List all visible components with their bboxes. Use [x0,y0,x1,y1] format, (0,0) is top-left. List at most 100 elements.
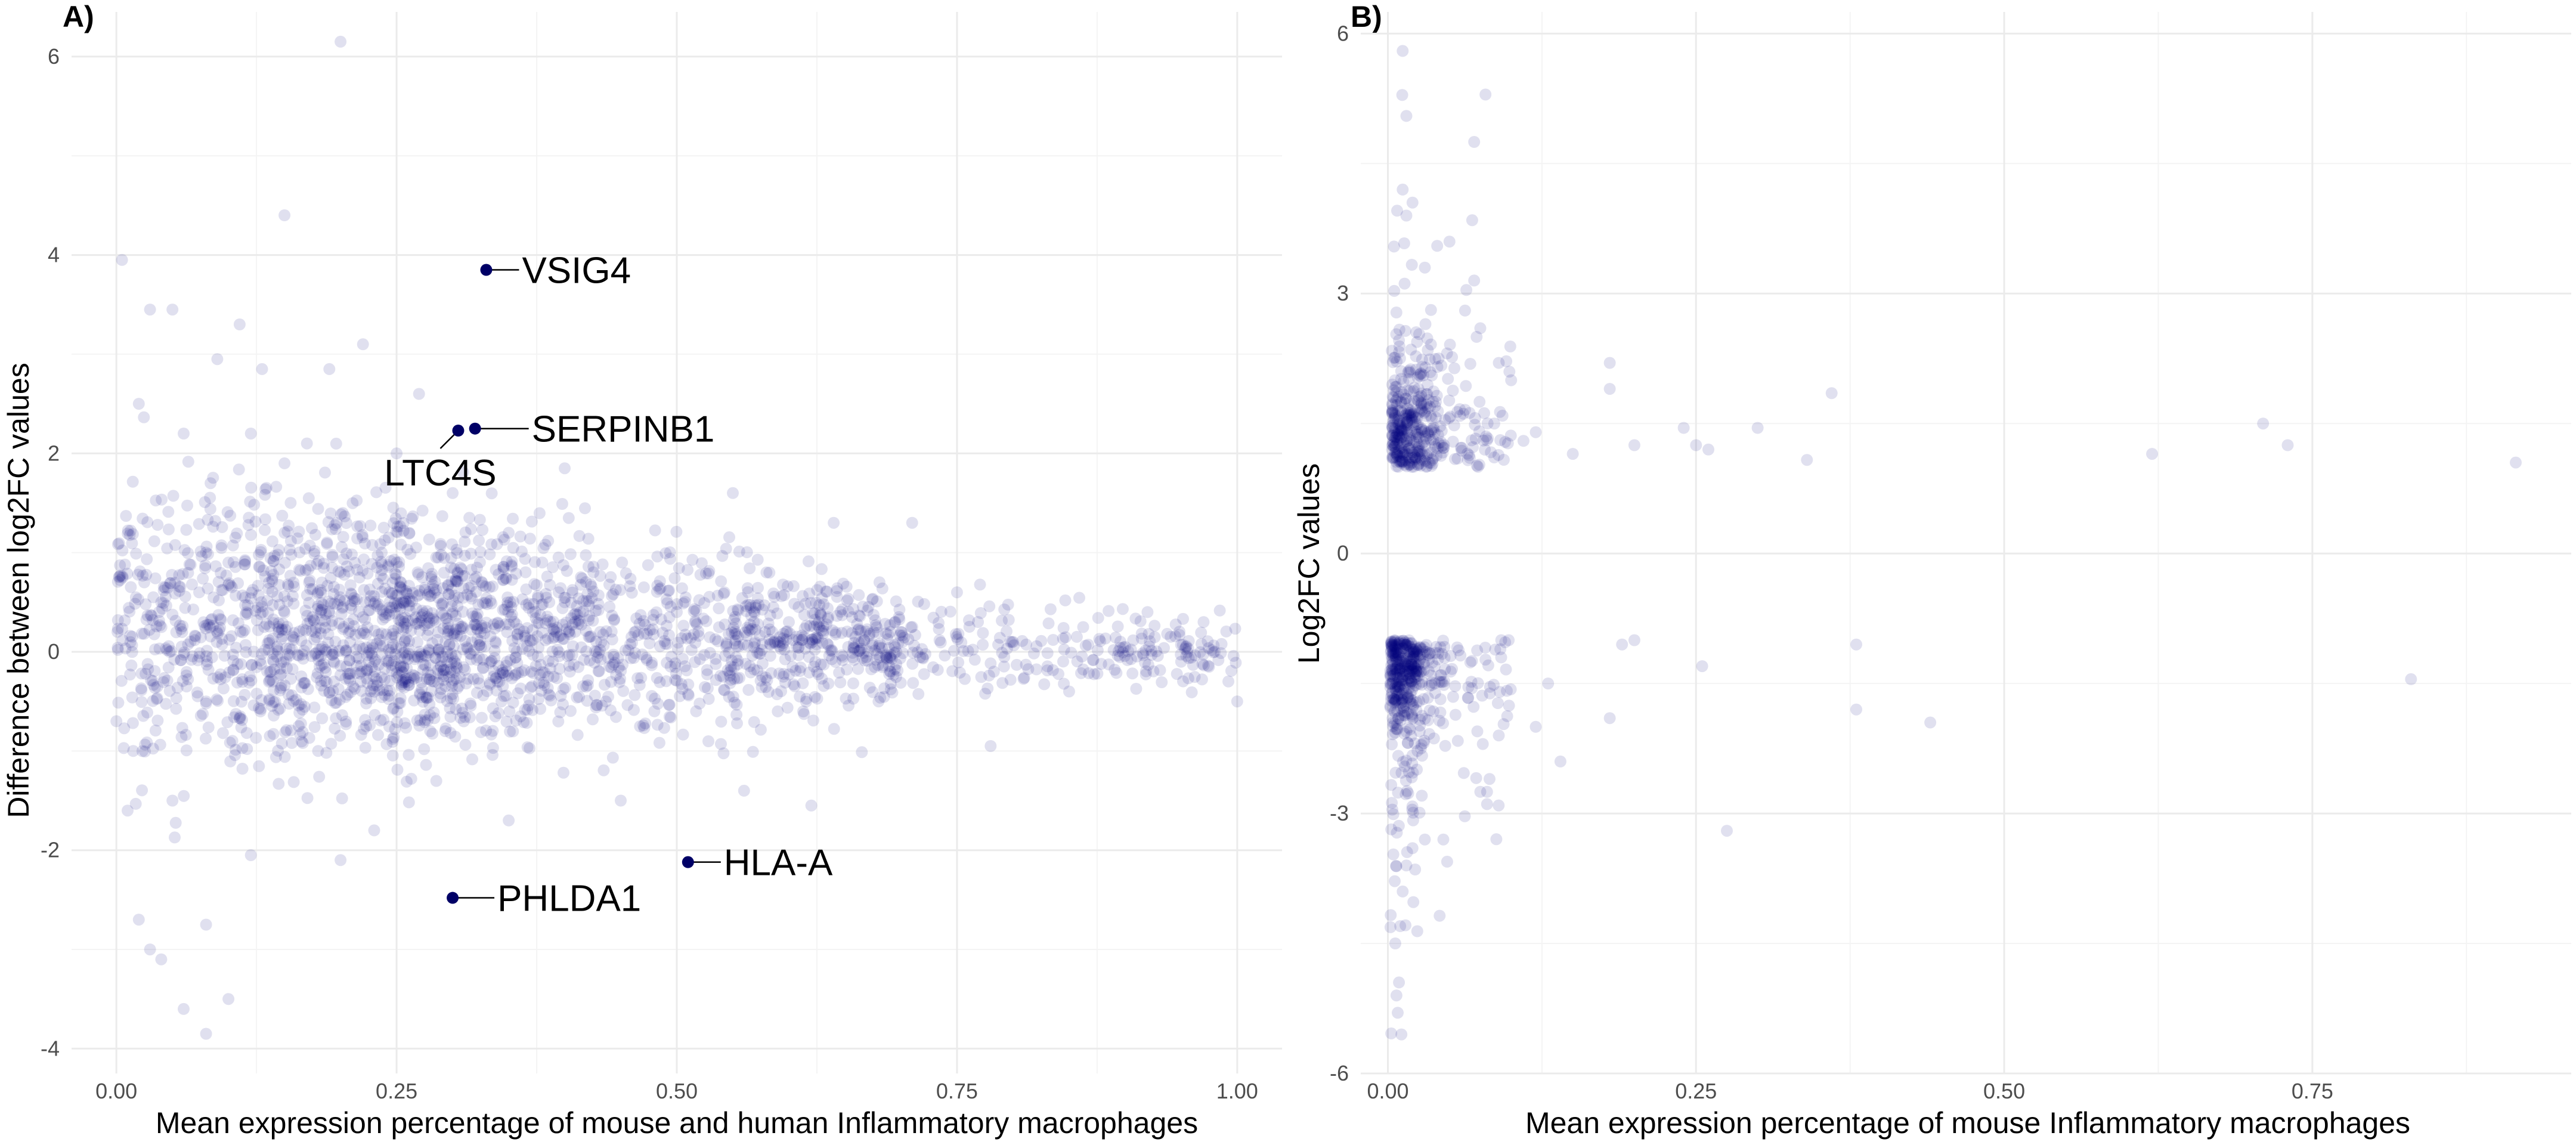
data-point [1501,685,1513,697]
data-point [1489,643,1501,656]
data-point [255,544,267,556]
data-point [293,707,306,719]
data-point [328,647,340,660]
data-point [563,660,575,672]
data-point [293,700,305,711]
data-point [853,623,865,635]
data-point [256,600,268,612]
data-point [295,735,308,748]
data-point [571,691,583,704]
data-point [466,592,478,605]
data-point [266,535,278,547]
data-point [557,683,569,695]
data-point [230,744,242,756]
data-point [1419,645,1431,658]
data-point [1386,677,1399,689]
data-point [1402,365,1415,377]
data-point [136,784,148,797]
data-point [202,548,214,561]
data-point [186,578,198,590]
data-point [908,639,920,652]
data-point [227,695,240,707]
data-point [1424,434,1436,446]
data-point [916,643,928,655]
data-point [651,586,663,598]
data-point [897,635,909,648]
data-point [112,575,124,588]
data-point [204,503,216,515]
data-point [145,609,158,622]
data-point [1389,717,1401,729]
data-point [504,725,516,738]
data-point [374,634,386,646]
data-point [239,555,252,568]
data-point [587,713,599,726]
data-point [287,695,300,707]
data-point [1407,814,1419,827]
data-point [587,614,599,627]
data-point [340,547,352,560]
data-point [272,744,284,757]
data-point [1388,660,1400,672]
data-point [1465,676,1478,688]
data-point [863,629,875,642]
data-point [1424,647,1436,660]
data-point [304,539,316,552]
data-point [1394,671,1406,684]
data-point [616,556,628,569]
data-point [826,653,838,666]
data-point [1438,675,1451,688]
data-point [426,728,439,740]
data-point [1403,459,1416,471]
data-point [754,723,767,736]
data-point [1388,693,1401,705]
data-point [1389,422,1401,434]
data-point [1411,745,1424,757]
data-point [426,568,438,580]
data-point [1409,425,1422,437]
data-point [1389,694,1402,707]
data-point [761,674,773,686]
data-point [397,525,410,537]
data-point [312,555,325,567]
data-point [534,669,546,681]
data-point [423,646,435,659]
data-point [429,575,441,588]
data-point [799,598,812,610]
data-point [1386,421,1399,434]
data-point [162,523,175,536]
data-point [423,533,435,546]
data-point [1389,351,1401,364]
data-point [1401,435,1413,448]
data-point [120,510,132,522]
data-point [912,595,924,608]
data-point [539,617,552,630]
data-point [558,633,570,645]
data-point [607,588,620,601]
data-point [1388,411,1401,424]
data-point [771,607,784,620]
data-point [329,523,342,536]
data-point [400,672,413,685]
data-point [1386,738,1398,751]
data-point [243,512,255,524]
data-point [812,668,825,680]
data-point [278,527,291,539]
data-point [240,727,253,739]
data-point [1405,406,1417,419]
data-point [584,654,596,667]
data-point [176,626,188,638]
data-point [1386,406,1399,419]
data-point [955,636,968,649]
data-point [1404,459,1417,471]
data-point [1470,459,1483,472]
data-point [1404,646,1416,658]
data-point [810,638,823,651]
panel-a-x-tick-labels: 0.00 0.25 0.50 0.75 1.00 [95,1079,1258,1103]
data-point [530,660,542,672]
data-point [1402,660,1414,673]
data-point [689,615,701,627]
data-point [1463,407,1476,419]
data-point [1421,388,1433,400]
data-point [1386,405,1398,417]
